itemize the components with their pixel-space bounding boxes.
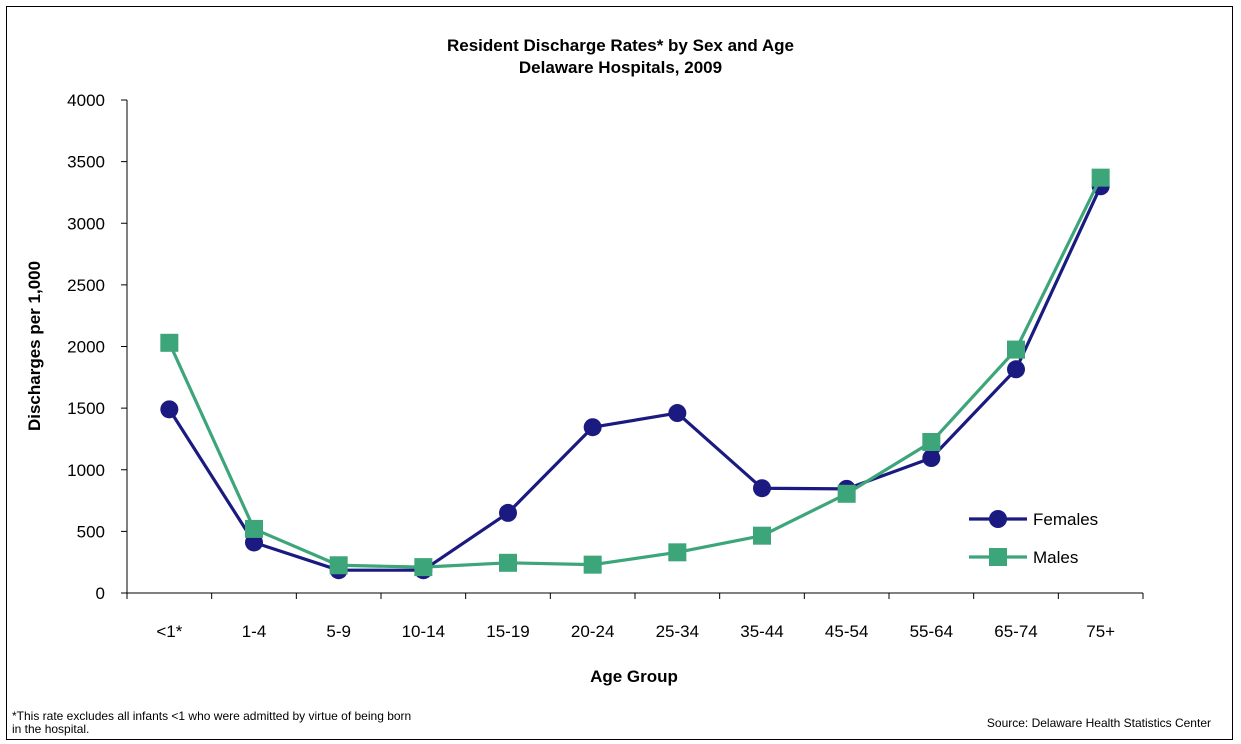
females-point xyxy=(499,503,517,522)
females-point xyxy=(922,449,941,468)
males-point xyxy=(837,484,856,503)
x-tick-label: 35-44 xyxy=(740,622,783,641)
x-tick-label: 45-54 xyxy=(825,622,868,641)
males-point xyxy=(414,558,433,577)
chart-title: Resident Discharge Rates* by Sex and Age xyxy=(446,36,795,55)
females-point xyxy=(1007,360,1025,379)
males-point xyxy=(1007,340,1025,359)
y-tick-label: 4000 xyxy=(67,91,105,110)
females-point xyxy=(753,479,771,498)
males-point xyxy=(245,519,263,538)
y-tick-label: 500 xyxy=(77,522,105,541)
males-point xyxy=(1091,168,1110,187)
y-axis-label: Discharges per 1,000 xyxy=(25,261,44,431)
x-tick-label: 15-19 xyxy=(486,622,529,641)
x-tick-label: 5-9 xyxy=(326,622,351,641)
males-point xyxy=(668,543,687,562)
females-point xyxy=(160,400,179,419)
females-point xyxy=(245,533,263,552)
males-point xyxy=(499,553,517,572)
x-tick-label: 65-74 xyxy=(994,622,1037,641)
y-tick-label: 0 xyxy=(96,584,105,603)
y-tick-label: 3500 xyxy=(67,153,105,172)
legend-label-females: Females xyxy=(1033,510,1098,529)
x-tick-label: 1-4 xyxy=(242,622,267,641)
x-tick-label: <1* xyxy=(156,622,182,641)
y-tick-label: 2500 xyxy=(67,276,105,295)
males-point xyxy=(329,556,348,575)
footnote: *This rate excludes all infants <1 who w… xyxy=(12,709,412,736)
x-axis-label: Age Group xyxy=(590,667,678,686)
x-tick-label: 20-24 xyxy=(571,622,614,641)
y-tick-label: 1500 xyxy=(67,399,105,418)
x-tick-label: 10-14 xyxy=(402,622,445,641)
legend-marker-males xyxy=(989,548,1007,566)
source-note: Source: Delaware Health Statistics Cente… xyxy=(986,716,1211,730)
x-tick-label: 75+ xyxy=(1086,622,1115,641)
y-tick-label: 1000 xyxy=(67,461,105,480)
chart-subtitle: Delaware Hospitals, 2009 xyxy=(518,58,723,77)
x-tick-label: 55-64 xyxy=(910,622,953,641)
males-point xyxy=(160,333,179,352)
females-point xyxy=(583,418,602,437)
legend-label-males: Males xyxy=(1033,548,1078,567)
y-tick-label: 2000 xyxy=(67,338,105,357)
x-tick-label: 25-34 xyxy=(656,622,699,641)
females-point xyxy=(668,404,687,423)
males-point xyxy=(753,526,771,545)
males-point xyxy=(922,433,941,452)
y-tick-label: 3000 xyxy=(67,214,105,233)
chart-frame xyxy=(6,6,1233,740)
males-series-line xyxy=(167,176,1103,569)
females-series-line xyxy=(167,185,1103,572)
males-point xyxy=(583,555,602,574)
legend-marker-females xyxy=(989,510,1007,528)
